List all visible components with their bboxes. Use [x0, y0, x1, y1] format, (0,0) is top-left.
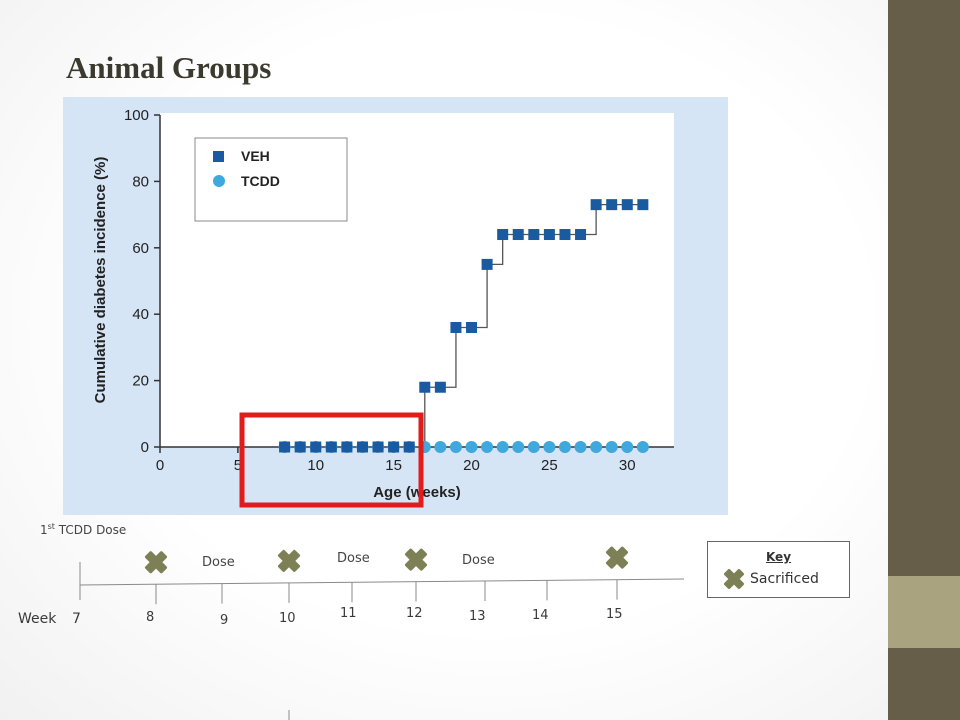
x-tick-label: 5 — [234, 457, 242, 474]
tcdd-point — [465, 441, 478, 453]
tcdd-point — [434, 441, 447, 453]
week-label-15: 15 — [606, 607, 623, 622]
y-tick-label: 60 — [132, 240, 149, 257]
dose-label-1: Dose — [202, 555, 235, 570]
veh-point — [372, 441, 384, 453]
veh-point — [294, 441, 306, 453]
veh-point — [388, 441, 400, 453]
veh-point — [575, 229, 587, 241]
y-tick-label: 40 — [132, 306, 149, 323]
chart-legend: VEH TCDD — [194, 137, 348, 222]
x-marker-icon — [724, 569, 744, 589]
y-tick-label: 20 — [132, 373, 149, 390]
veh-point — [543, 229, 555, 241]
week-label-14: 14 — [532, 608, 549, 623]
legend-square-icon — [213, 151, 224, 162]
dose-label-2: Dose — [337, 551, 370, 566]
veh-point — [512, 229, 524, 241]
key-sacrificed-label: Sacrificed — [750, 571, 819, 587]
veh-point — [325, 441, 337, 453]
side-accent-block — [888, 576, 960, 648]
veh-point — [559, 229, 571, 241]
slide-title: Animal Groups — [66, 50, 272, 85]
y-tick-label: 100 — [124, 107, 149, 124]
week-prefix-label: Week — [18, 611, 57, 627]
week-label-9: 9 — [220, 613, 229, 628]
week-label-12: 12 — [406, 606, 423, 621]
diabetes-incidence-chart: 0 20 40 60 80 100 0 5 10 15 20 25 30 Cumulative dia… — [63, 97, 728, 515]
veh-point — [356, 441, 368, 453]
x-axis-label: Age (weeks) — [373, 484, 461, 501]
week-label-13: 13 — [469, 609, 486, 624]
tcdd-point — [543, 441, 556, 453]
week-label-8: 8 — [146, 610, 155, 625]
veh-point — [528, 229, 540, 241]
tcdd-point — [636, 441, 649, 453]
veh-point — [310, 441, 322, 453]
x-tick-label: 20 — [463, 457, 480, 474]
veh-point — [481, 258, 493, 270]
x-tick-label: 0 — [156, 457, 164, 474]
veh-point — [637, 199, 649, 211]
veh-point — [434, 381, 446, 393]
x-tick-label: 10 — [307, 457, 324, 474]
first-dose-number: 1 — [40, 523, 48, 537]
tcdd-point — [621, 441, 634, 453]
tcdd-point — [496, 441, 509, 453]
tcdd-point — [527, 441, 540, 453]
veh-point — [419, 381, 431, 393]
veh-point — [497, 229, 509, 241]
x-tick-label: 25 — [541, 457, 558, 474]
veh-point — [279, 441, 291, 453]
veh-point — [403, 441, 415, 453]
week-label-10: 10 — [279, 611, 296, 626]
tcdd-point — [449, 441, 462, 453]
veh-point — [621, 199, 633, 211]
week-label-11: 11 — [340, 606, 357, 621]
veh-point — [606, 199, 618, 211]
veh-point — [466, 321, 478, 333]
veh-point — [590, 199, 602, 211]
first-dose-text: TCDD Dose — [54, 523, 127, 537]
tcdd-point — [512, 441, 525, 453]
key-box: Key Sacrificed — [707, 541, 850, 598]
legend-label-veh: VEH — [241, 148, 270, 164]
y-axis-label: Cumulative diabetes incidence (%) — [92, 157, 109, 404]
key-title: Key — [765, 550, 792, 564]
tcdd-point — [418, 441, 431, 453]
legend-circle-icon — [213, 175, 225, 187]
tcdd-point — [481, 441, 494, 453]
x-tick-label: 15 — [385, 457, 402, 474]
first-dose-label: 1st TCDD Dose — [40, 522, 126, 537]
veh-point — [341, 441, 353, 453]
y-tick-label: 0 — [141, 439, 149, 456]
y-tick-label: 80 — [132, 173, 149, 190]
dose-label-3: Dose — [462, 553, 495, 568]
tcdd-point — [574, 441, 587, 453]
y-axis-ticks: 0 20 40 60 80 100 — [124, 107, 160, 456]
legend-label-tcdd: TCDD — [241, 173, 280, 189]
first-dose-superscript: st — [47, 522, 55, 531]
tcdd-point — [605, 441, 618, 453]
tcdd-point — [558, 441, 571, 453]
week-label-7: 7 — [72, 611, 81, 627]
veh-point — [450, 321, 462, 333]
tcdd-point — [590, 441, 603, 453]
x-tick-label: 30 — [619, 457, 636, 474]
